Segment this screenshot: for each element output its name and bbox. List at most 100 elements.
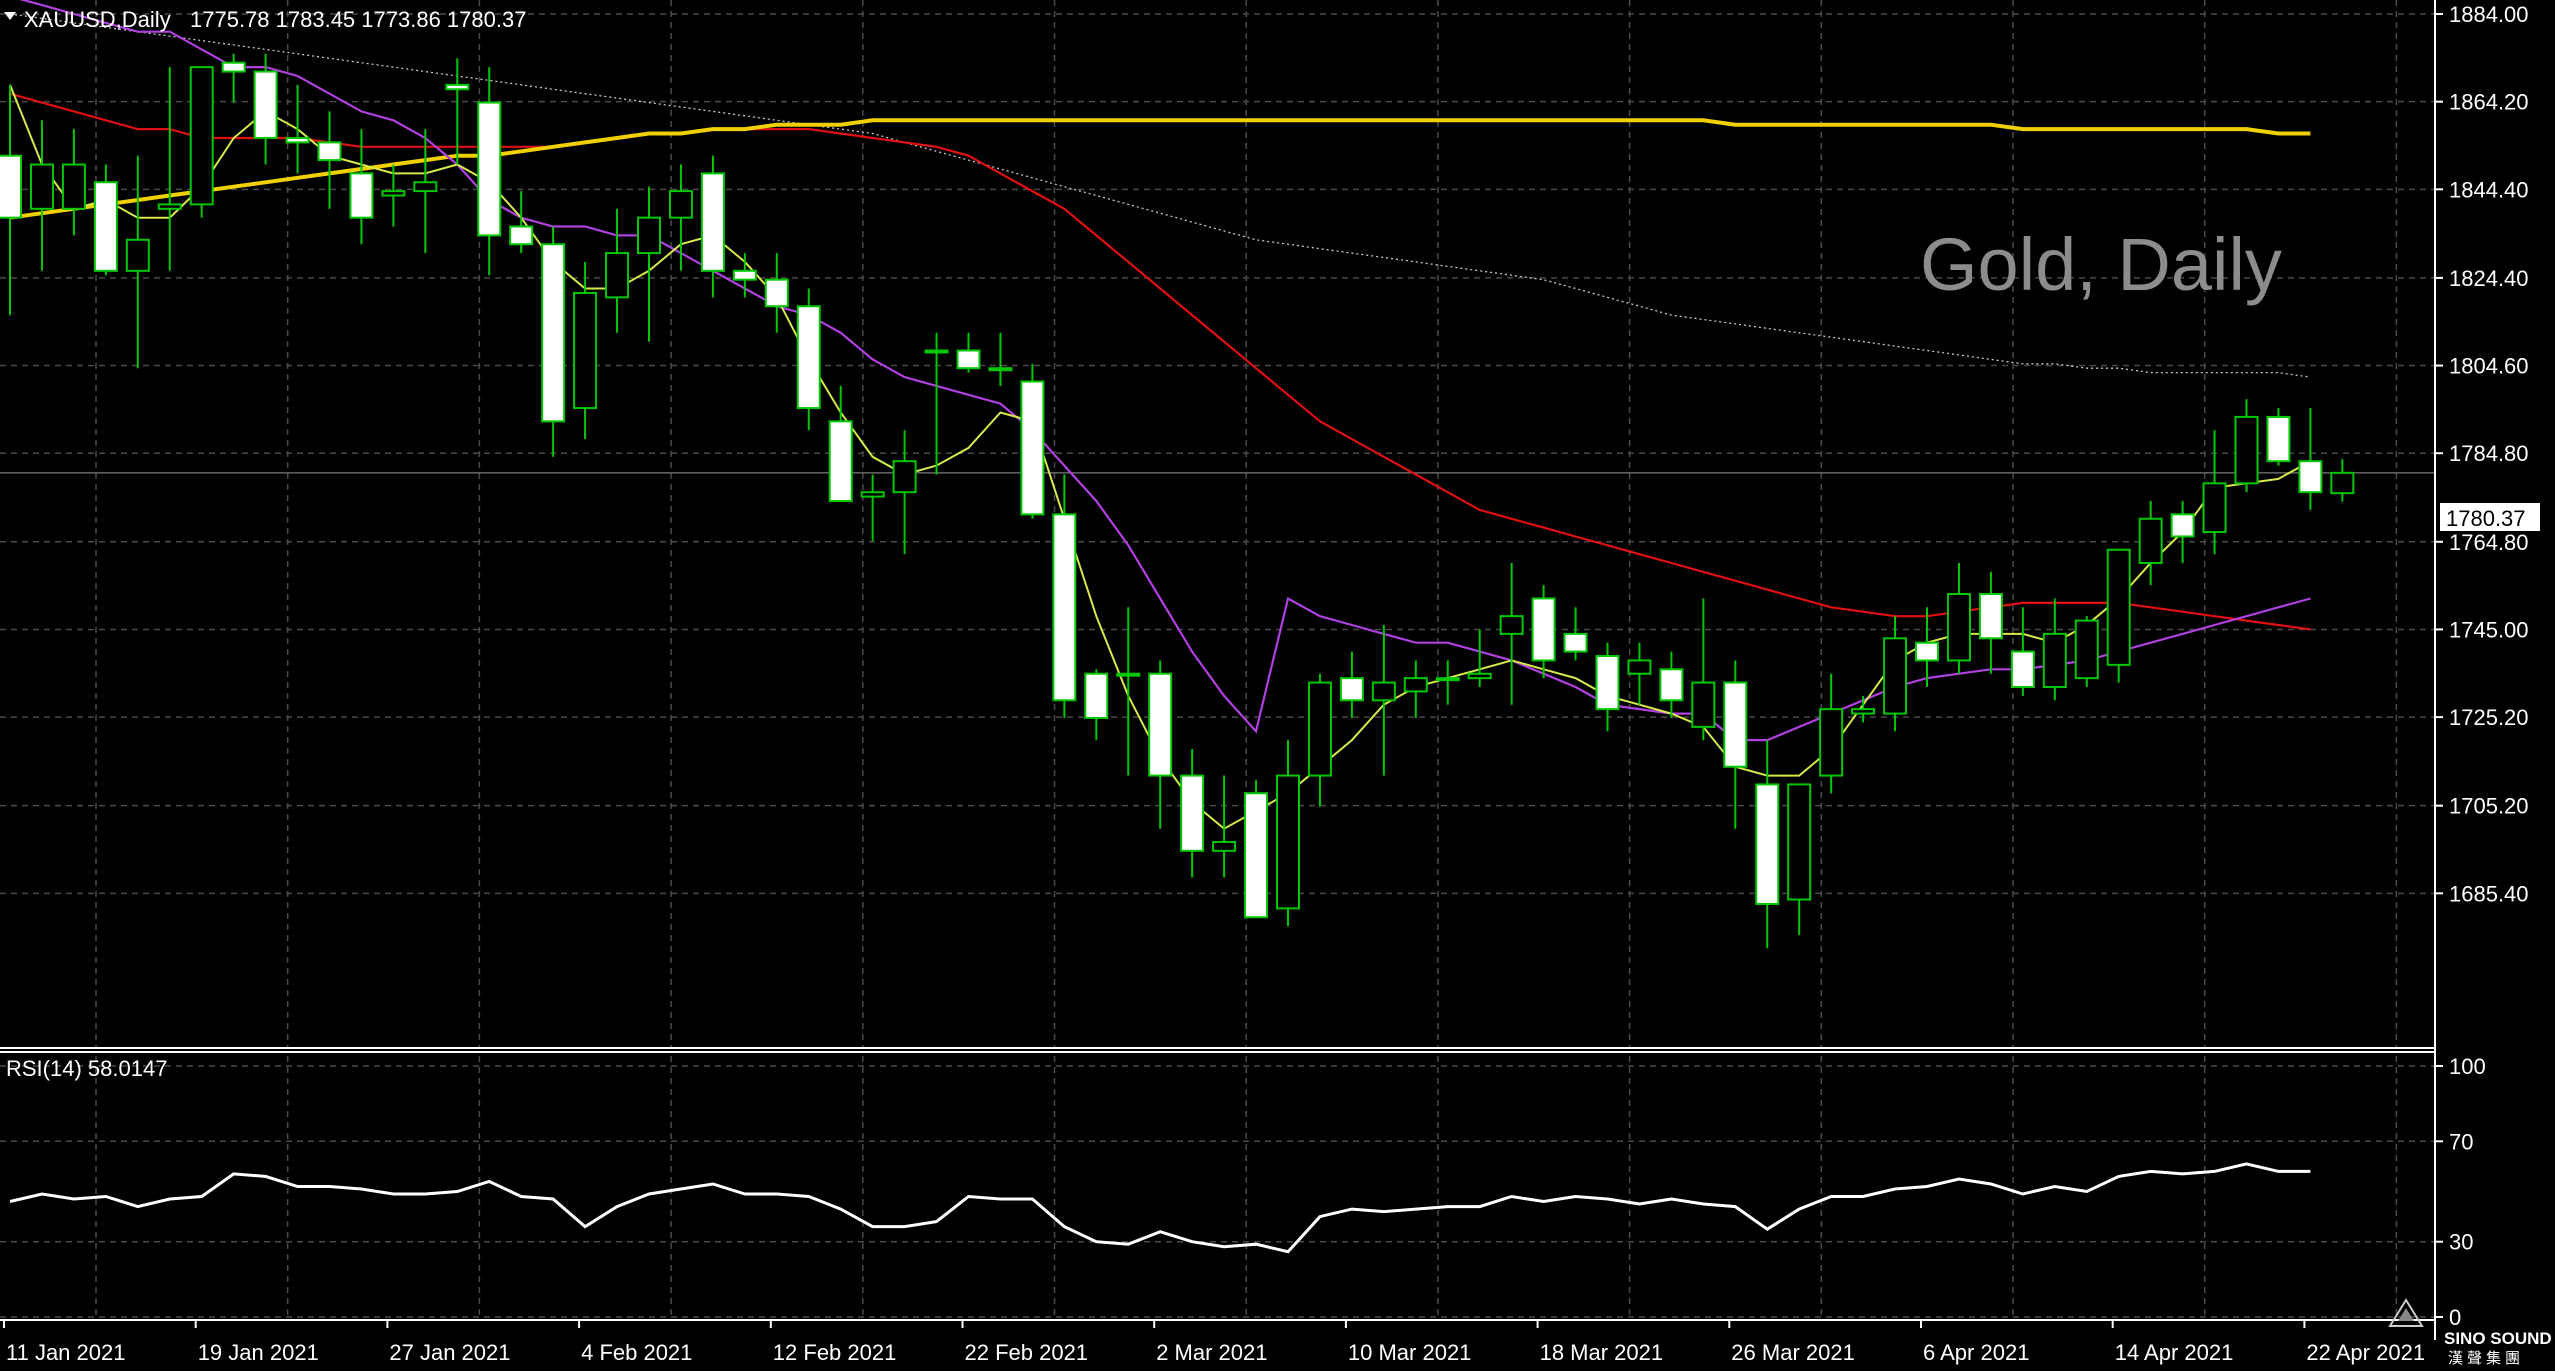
candle xyxy=(2266,408,2291,466)
dropdown-triangle-icon[interactable] xyxy=(4,12,16,20)
candle xyxy=(1307,673,1332,807)
candle xyxy=(637,186,661,342)
candle xyxy=(1946,563,1971,674)
candle xyxy=(668,164,693,271)
time-tick-label: 22 Apr 2021 xyxy=(2306,1340,2425,1365)
candle xyxy=(2138,501,2163,586)
candle-body xyxy=(668,190,693,219)
candle-body xyxy=(349,172,374,219)
candle-body xyxy=(956,349,981,370)
candle xyxy=(1148,660,1173,829)
candle xyxy=(509,191,534,254)
candle xyxy=(0,84,22,316)
time-tick-label: 10 Mar 2021 xyxy=(1348,1340,1472,1365)
price-tick-label: 1705.20 xyxy=(2449,794,2529,819)
price-tick-label: 1745.00 xyxy=(2449,617,2529,642)
candle-body xyxy=(157,203,182,210)
candle-body xyxy=(189,66,214,206)
candle xyxy=(732,253,757,298)
candle xyxy=(445,58,470,165)
candle xyxy=(253,53,278,165)
ma-long-line xyxy=(9,118,2311,220)
candle xyxy=(573,261,598,440)
candle-body xyxy=(1723,681,1748,768)
time-axis: 11 Jan 2021 19 Jan 2021 27 Jan 2021 4 Feb 2… xyxy=(3,1320,2425,1365)
current-price-tag: 1780.37 xyxy=(2440,503,2540,531)
time-tick-label: 27 Jan 2021 xyxy=(389,1340,510,1365)
candles[interactable] xyxy=(0,53,2355,949)
candle-body xyxy=(477,101,502,237)
candle xyxy=(1467,629,1492,688)
price-tick-label: 1804.60 xyxy=(2449,354,2529,379)
time-tick-label: 26 Mar 2021 xyxy=(1731,1340,1855,1365)
candle xyxy=(796,288,821,431)
candle-body xyxy=(381,190,406,197)
rsi-tick-label: 70 xyxy=(2449,1129,2473,1154)
candle xyxy=(1180,748,1205,878)
candle xyxy=(1276,740,1300,927)
candle-body xyxy=(764,278,789,308)
candle-body xyxy=(1467,672,1492,680)
candle xyxy=(61,129,86,236)
candle xyxy=(1851,695,1876,723)
candle xyxy=(157,67,182,271)
candle-body xyxy=(2330,471,2355,495)
candle-body xyxy=(1244,792,1269,919)
candle-body xyxy=(860,491,885,498)
candle xyxy=(29,120,54,271)
candle xyxy=(125,155,150,369)
candle-body xyxy=(892,460,917,494)
rsi-tick-label: 30 xyxy=(2449,1230,2473,1255)
candle-body xyxy=(1276,774,1300,910)
candle-body xyxy=(61,163,86,210)
time-tick-label: 18 Mar 2021 xyxy=(1540,1340,1664,1365)
rsi-axis: 100 70 30 0 xyxy=(2435,1054,2486,1330)
price-tick-label: 1824.40 xyxy=(2449,266,2529,291)
price-tick-label: 1864.20 xyxy=(2449,90,2529,115)
candle xyxy=(956,332,981,373)
candle-body xyxy=(445,83,470,91)
time-tick-label: 14 Apr 2021 xyxy=(2115,1340,2234,1365)
price-tick-label: 1685.40 xyxy=(2449,881,2529,906)
candle xyxy=(828,385,853,503)
candle xyxy=(1052,474,1077,718)
candle xyxy=(1691,598,1716,741)
sino-sound-logo: SINO SOUND 漢聲集團 xyxy=(2388,1298,2552,1367)
logo-name: SINO SOUND xyxy=(2444,1329,2552,1348)
candle-body xyxy=(1691,681,1716,728)
candle-body xyxy=(0,154,22,219)
candle xyxy=(221,53,246,103)
candle xyxy=(2330,459,2355,502)
candle-body xyxy=(1371,681,1396,702)
candle xyxy=(2298,408,2323,510)
time-tick-label: 22 Feb 2021 xyxy=(965,1340,1089,1365)
candle-body xyxy=(2138,517,2163,565)
candle xyxy=(1084,669,1109,741)
candle xyxy=(189,66,214,218)
candle-body xyxy=(1020,380,1045,516)
price-tick-label: 1844.40 xyxy=(2449,177,2529,202)
price-tick-label: 1884.00 xyxy=(2449,2,2529,27)
candle xyxy=(1020,363,1045,519)
candle-body xyxy=(1180,774,1205,852)
candle-body xyxy=(1403,677,1428,693)
price-tick-label: 1784.80 xyxy=(2449,441,2529,466)
candle-body xyxy=(1659,668,1684,702)
candle xyxy=(892,430,917,555)
candle-body xyxy=(1595,655,1620,711)
candle xyxy=(1212,775,1237,878)
candle xyxy=(2170,501,2195,564)
candle-body xyxy=(700,172,725,272)
candle-body xyxy=(828,420,853,503)
ohlc-values: 1775.78 1783.45 1773.86 1780.37 xyxy=(190,7,526,32)
candle xyxy=(764,253,789,333)
candle-body xyxy=(2234,415,2259,485)
candle xyxy=(477,67,502,276)
candle-body xyxy=(1563,632,1588,653)
candle-body xyxy=(732,269,757,281)
candle-body xyxy=(1851,708,1876,715)
chart-frame xyxy=(0,0,2436,1340)
candle xyxy=(1595,642,1620,732)
candle-body xyxy=(541,243,566,423)
